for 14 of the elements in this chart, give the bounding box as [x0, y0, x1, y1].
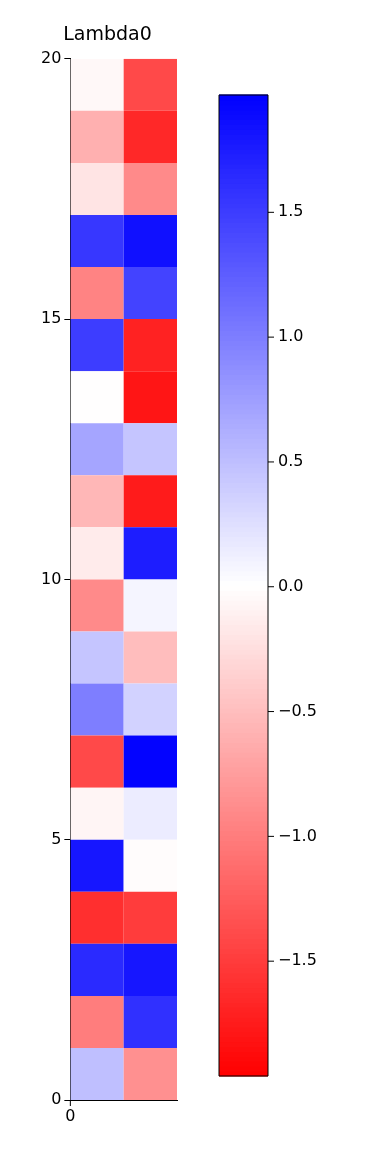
color-bar-label: 1.5	[278, 201, 304, 221]
y-tick-label: 5	[51, 828, 62, 848]
text: 0	[65, 1106, 76, 1126]
color-bar-label: −0.5	[278, 700, 317, 720]
y-tick-label: 0	[51, 1089, 62, 1109]
chart-title: Lambda0	[63, 22, 152, 45]
color-bar-label: 1.0	[278, 326, 304, 346]
y-tick-label: 15	[41, 308, 62, 328]
color-bar-label: −1.0	[278, 825, 317, 845]
y-tick-label: 10	[41, 568, 62, 588]
y-tick-label: 20	[41, 47, 62, 67]
color-bar-label: 0.0	[278, 575, 304, 595]
color-bar-label: 0.5	[278, 451, 304, 471]
color-bar-label: −1.5	[278, 950, 317, 970]
